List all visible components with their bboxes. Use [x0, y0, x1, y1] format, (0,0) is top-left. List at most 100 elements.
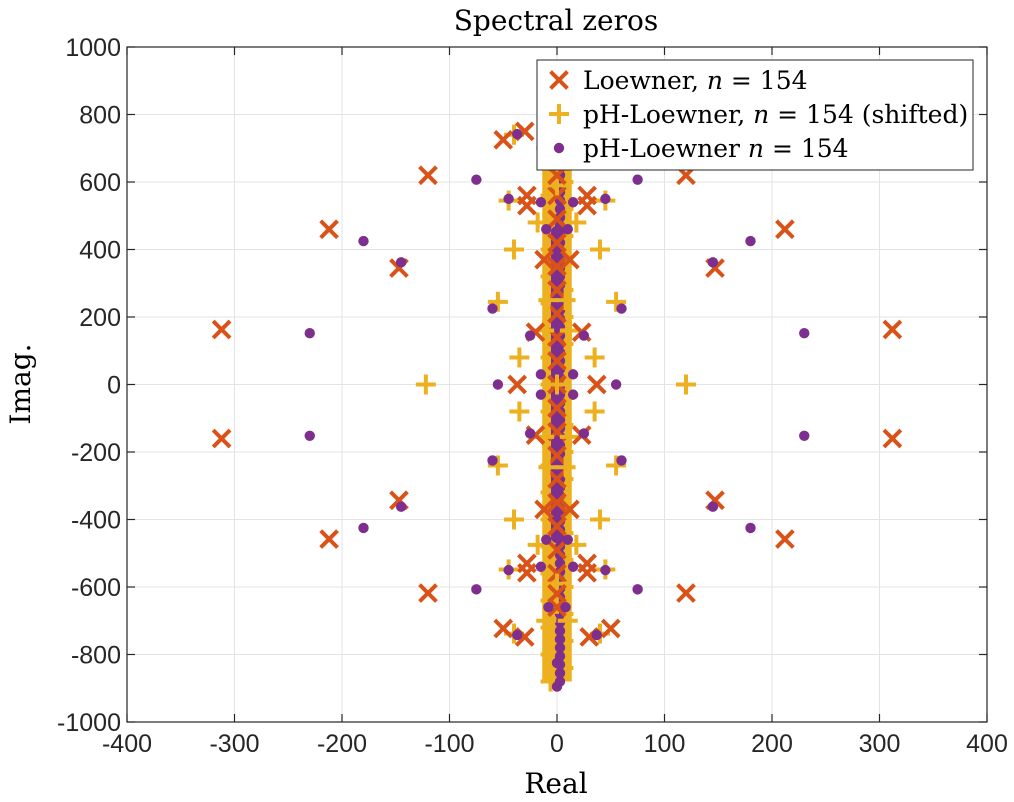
- plot-frame: [126, 46, 988, 723]
- x-point: [319, 219, 339, 240]
- x-point: [586, 374, 607, 395]
- y-tick-label: -1000: [57, 709, 121, 737]
- x-tick-label: -400: [102, 730, 152, 758]
- dot-point: [707, 257, 719, 268]
- y-tick-label: -400: [71, 507, 121, 535]
- central-x-point: [547, 445, 567, 466]
- y-tick-label: -800: [71, 642, 121, 670]
- x-point: [676, 583, 696, 603]
- plus-point: [606, 455, 627, 476]
- x-point: [775, 219, 795, 240]
- y-tick-label: 400: [79, 237, 121, 265]
- central-x-point: [547, 209, 567, 229]
- plus-point: [584, 347, 605, 368]
- plus-point: [590, 239, 610, 260]
- y-axis-label: Imag.: [4, 343, 37, 424]
- central-dot-point: [554, 634, 566, 645]
- x-point: [493, 618, 514, 639]
- dot-point: [512, 128, 523, 140]
- plus-point: [606, 291, 627, 312]
- x-point: [577, 553, 597, 574]
- legend: Loewner, n = 154 pH-Loewner, n = 154 (shi…: [536, 59, 974, 171]
- legend-label: Loewner, n = 154: [583, 66, 808, 95]
- y-tick-label: 200: [79, 304, 121, 332]
- plus-point: [538, 290, 559, 311]
- dot-point: [745, 235, 756, 247]
- plus-point: [676, 374, 696, 395]
- plus-point: [557, 610, 578, 631]
- dot-point: [799, 328, 810, 339]
- y-tick-label: 0: [107, 372, 121, 400]
- dot-point: [512, 629, 523, 641]
- dot-point: [543, 602, 554, 613]
- x-tick-label: -200: [317, 730, 367, 758]
- x-tick-label: 300: [859, 730, 901, 758]
- x-point: [211, 319, 232, 340]
- legend-marker-x: [549, 70, 569, 90]
- x-point: [547, 165, 567, 186]
- dot-point: [535, 369, 547, 380]
- central-x-point: [547, 351, 567, 371]
- dot-point: [591, 629, 602, 641]
- plus-point: [509, 401, 530, 422]
- plus-point: [504, 239, 524, 260]
- dot-point: [600, 564, 611, 576]
- dot-point: [535, 389, 547, 400]
- x-point: [600, 618, 621, 639]
- dot-point: [395, 501, 407, 512]
- plus-point: [504, 509, 524, 530]
- dot-point: [487, 303, 498, 314]
- dot-point: [745, 522, 756, 534]
- x-tick-label: -300: [209, 730, 259, 758]
- dot-point: [567, 197, 579, 208]
- dot-point: [487, 455, 498, 466]
- dot-point: [632, 584, 643, 595]
- central-x-point: [547, 303, 567, 324]
- x-point: [507, 374, 528, 395]
- dot-point: [541, 534, 552, 545]
- legend-marker-dot: [553, 142, 565, 154]
- dot-point: [471, 174, 482, 185]
- central-x-point: [547, 398, 567, 418]
- x-tick-label: 200: [751, 730, 793, 758]
- central-x-point: [547, 563, 567, 584]
- legend-label: pH-Loewner, n = 154 (shifted): [583, 100, 968, 129]
- dot-point: [799, 430, 810, 441]
- dot-point: [551, 657, 563, 669]
- dot-point: [632, 174, 643, 185]
- dot-point: [551, 681, 563, 692]
- dot-point: [503, 193, 514, 205]
- plus-point: [538, 457, 559, 478]
- dot-point: [304, 328, 315, 339]
- plus-point: [487, 291, 508, 312]
- dot-point: [560, 602, 571, 613]
- x-point: [319, 529, 339, 549]
- central-x-point: [547, 469, 567, 489]
- central-x-point: [547, 232, 567, 253]
- y-tick-label: 600: [79, 169, 121, 197]
- dot-point: [610, 379, 622, 390]
- legend-marker-plus: [549, 104, 569, 124]
- x-point: [534, 499, 554, 520]
- x-point: [560, 249, 580, 270]
- plus-point: [566, 212, 587, 233]
- dot-point: [578, 428, 590, 439]
- plus-point: [536, 610, 557, 631]
- plus-point: [527, 212, 548, 233]
- data-marks: [211, 77, 903, 692]
- central-x-point: [547, 185, 567, 206]
- dot-point: [567, 369, 579, 380]
- dot-point: [616, 455, 627, 466]
- dot-point: [471, 584, 482, 595]
- x-point: [882, 319, 903, 340]
- plus-point: [559, 320, 580, 341]
- central-dot-point: [554, 625, 566, 637]
- dot-point: [503, 564, 514, 576]
- x-point: [418, 583, 438, 603]
- plus-point: [584, 401, 605, 422]
- x-tick-label: 400: [966, 730, 1008, 758]
- dot-point: [524, 428, 536, 439]
- x-point: [418, 165, 438, 186]
- plus-point: [555, 290, 576, 311]
- dot-point: [578, 330, 590, 341]
